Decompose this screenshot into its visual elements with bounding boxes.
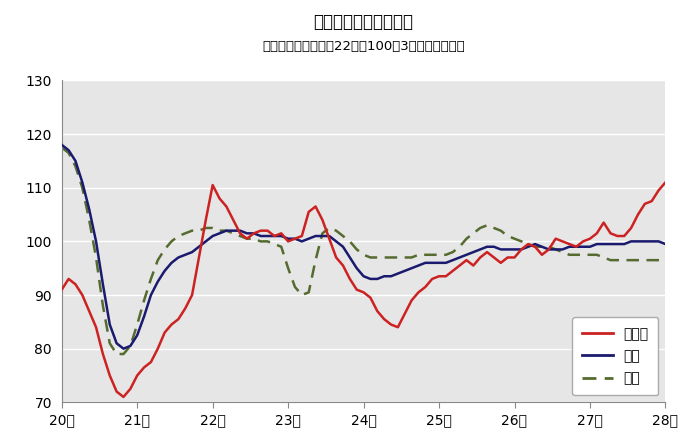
中国 <box>661 241 670 247</box>
Line: 中国: 中国 <box>62 145 665 349</box>
Text: （季節調整済、平成22年＝100、3ヶ月移動平均）: （季節調整済、平成22年＝100、3ヶ月移動平均） <box>262 40 465 53</box>
中国 <box>188 249 196 255</box>
鳥取県 <box>188 292 196 298</box>
全国 <box>373 255 381 260</box>
中国 <box>58 142 66 148</box>
鳥取県 <box>119 394 128 400</box>
Legend: 鳥取県, 中国, 全国: 鳥取県, 中国, 全国 <box>572 317 659 395</box>
Line: 鳥取県: 鳥取県 <box>62 182 665 397</box>
全国 <box>600 255 608 260</box>
鳥取県 <box>126 386 134 392</box>
全国 <box>113 351 121 357</box>
全国 <box>661 257 670 263</box>
全国 <box>58 145 66 150</box>
鳥取県 <box>58 287 66 292</box>
鳥取県 <box>600 220 608 225</box>
中国 <box>126 343 134 349</box>
全国 <box>140 298 148 303</box>
Text: 鉱工業生産指数の推移: 鉱工業生産指数の推移 <box>314 13 414 31</box>
中国 <box>373 276 381 282</box>
鳥取県 <box>661 180 670 185</box>
Line: 全国: 全国 <box>62 148 665 354</box>
全国 <box>298 292 306 298</box>
鳥取県 <box>298 233 306 239</box>
鳥取県 <box>373 308 381 314</box>
全国 <box>188 228 196 233</box>
鳥取県 <box>140 365 148 370</box>
中国 <box>140 314 148 319</box>
中国 <box>600 241 608 247</box>
中国 <box>298 239 306 244</box>
中国 <box>119 346 128 351</box>
全国 <box>126 343 134 349</box>
